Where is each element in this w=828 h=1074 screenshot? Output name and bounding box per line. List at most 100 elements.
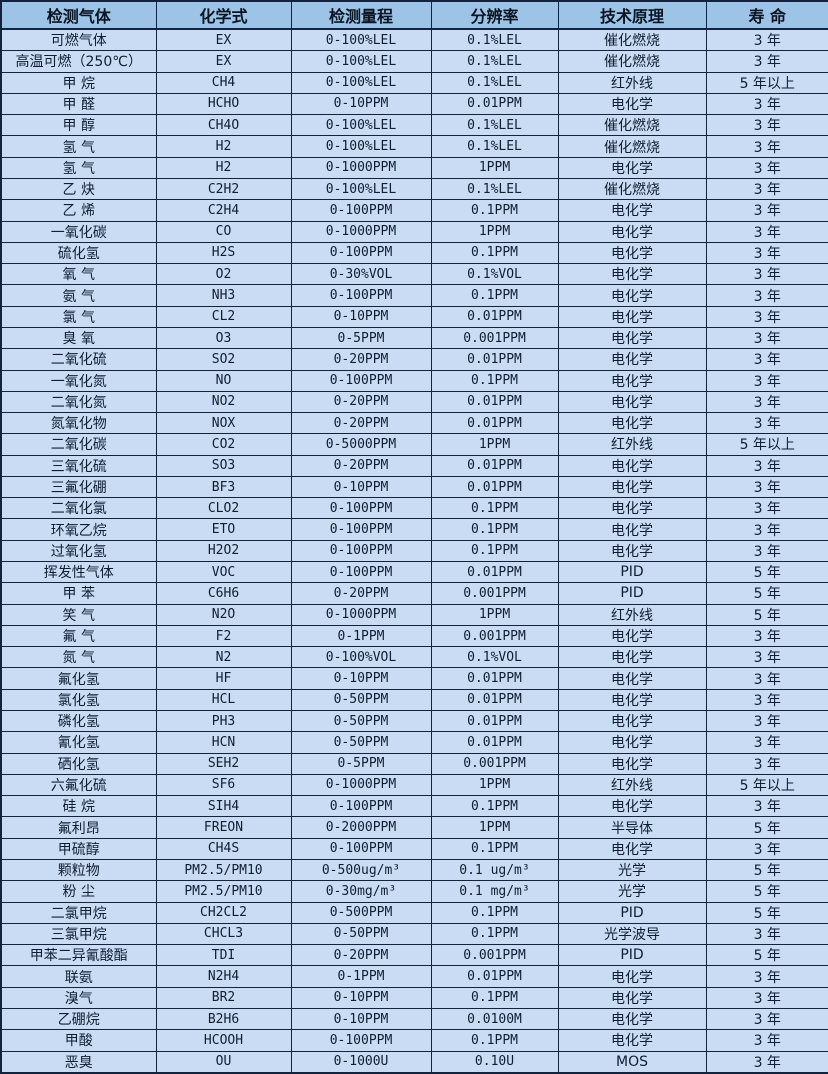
range-cell: 0-100PPM (290, 241, 432, 265)
gas-name-cell: 硅 烷 (0, 795, 157, 818)
resolution-cell: 1PPM (430, 156, 559, 179)
principle-cell: 电化学 (557, 837, 707, 860)
gas-name-cell: 三氯甲烷 (0, 922, 157, 946)
range-cell: 0-20PPM (290, 412, 432, 435)
lifespan-cell: 3 年 (705, 1007, 828, 1031)
principle-cell: 电化学 (557, 475, 707, 499)
table-row: 三氟化硼 BF3 0-10PPM 0.01PPM 电化学 3 年 (0, 475, 828, 499)
formula-cell: SO2 (155, 348, 292, 371)
formula-cell: VOC (155, 561, 292, 584)
gas-name-cell: 氰化氢 (0, 731, 157, 754)
gas-name-cell: 二氧化氯 (0, 497, 157, 520)
lifespan-cell: 3 年 (705, 369, 828, 392)
formula-cell: NH3 (155, 284, 292, 307)
lifespan-cell: 5 年 (705, 944, 828, 967)
resolution-cell: 0.1PPM (430, 369, 559, 392)
resolution-cell: 0.01PPM (430, 688, 559, 712)
principle-cell: 电化学 (557, 986, 707, 1009)
gas-name-cell: 氟 气 (0, 624, 157, 648)
lifespan-cell: 5 年 (705, 880, 828, 903)
table-row: 臭 氧 O3 0-5PPM 0.001PPM 电化学 3 年 (0, 326, 828, 350)
table-row: 甲 醛 HCHO 0-10PPM 0.01PPM 电化学 3 年 (0, 92, 828, 116)
gas-name-cell: 六氟化硫 (0, 773, 157, 797)
resolution-cell: 0.1%VOL (430, 646, 559, 669)
range-cell: 0-100%LEL (290, 71, 432, 94)
resolution-cell: 1PPM (430, 433, 559, 456)
principle-cell: 电化学 (557, 646, 707, 669)
table-row: 粉 尘 PM2.5/PM10 0-30mg/m³ 0.1 mg/m³ 光学 5 年 (0, 880, 828, 903)
gas-name-cell: 甲苯二异氰酸酯 (0, 944, 157, 967)
gas-name-cell: 二氯甲烷 (0, 901, 157, 924)
lifespan-cell: 3 年 (705, 837, 828, 860)
formula-cell: CL2 (155, 305, 292, 328)
table-row: 二氧化氮 NO2 0-20PPM 0.01PPM 电化学 3 年 (0, 390, 828, 414)
principle-cell: 催化燃烧 (557, 50, 707, 73)
gas-name-cell: 氧 气 (0, 263, 157, 286)
range-cell: 0-100%LEL (290, 177, 432, 201)
principle-cell: 光学波导 (557, 922, 707, 946)
table-row: 二氧化碳 CO2 0-5000PPM 1PPM 红外线 5 年以上 (0, 433, 828, 456)
range-cell: 0-100PPM (290, 1029, 432, 1052)
gas-name-cell: 甲 烷 (0, 71, 157, 94)
principle-cell: 电化学 (557, 348, 707, 371)
principle-cell: 光学 (557, 858, 707, 882)
resolution-cell: 0.001PPM (430, 752, 559, 775)
range-cell: 0-1000U (290, 1050, 432, 1074)
resolution-cell: 0.01PPM (430, 390, 559, 414)
table-row: 甲 苯 C6H6 0-20PPM 0.001PPM PID 5 年 (0, 582, 828, 605)
range-cell: 0-50PPM (290, 731, 432, 754)
formula-cell: H2 (155, 135, 292, 158)
lifespan-cell: 3 年 (705, 305, 828, 328)
table-row: 六氟化硫 SF6 0-1000PPM 1PPM 红外线 5 年以上 (0, 773, 828, 797)
gas-name-cell: 颗粒物 (0, 858, 157, 882)
range-cell: 0-500ug/m³ (290, 858, 432, 882)
resolution-cell: 1PPM (430, 603, 559, 626)
principle-cell: 电化学 (557, 369, 707, 392)
lifespan-cell: 3 年 (705, 986, 828, 1009)
formula-cell: HF (155, 667, 292, 690)
range-cell: 0-100%VOL (290, 646, 432, 669)
table-row: 过氧化氢 H2O2 0-100PPM 0.1PPM 电化学 3 年 (0, 539, 828, 563)
principle-cell: 电化学 (557, 667, 707, 690)
range-cell: 0-10PPM (290, 475, 432, 499)
gas-name-cell: 乙硼烷 (0, 1007, 157, 1031)
range-cell: 0-100PPM (290, 837, 432, 860)
range-cell: 0-20PPM (290, 348, 432, 371)
formula-cell: HCOOH (155, 1029, 292, 1052)
formula-cell: H2S (155, 241, 292, 265)
gas-name-cell: 氟化氢 (0, 667, 157, 690)
gas-name-cell: 粉 尘 (0, 880, 157, 903)
range-cell: 0-500PPM (290, 901, 432, 924)
range-cell: 0-30%VOL (290, 263, 432, 286)
formula-cell: N2 (155, 646, 292, 669)
formula-cell: EX (155, 28, 292, 52)
table-row: 二氯甲烷 CH2CL2 0-500PPM 0.1PPM PID 5 年 (0, 901, 828, 924)
principle-cell: 电化学 (557, 624, 707, 648)
formula-cell: PM2.5/PM10 (155, 858, 292, 882)
resolution-cell: 0.001PPM (430, 326, 559, 350)
principle-cell: 电化学 (557, 220, 707, 243)
gas-name-cell: 三氟化硼 (0, 475, 157, 499)
resolution-cell: 0.01PPM (430, 92, 559, 116)
resolution-cell: 0.01PPM (430, 667, 559, 690)
lifespan-cell: 3 年 (705, 624, 828, 648)
principle-cell: 电化学 (557, 241, 707, 265)
table-row: 氟化氢 HF 0-10PPM 0.01PPM 电化学 3 年 (0, 667, 828, 690)
formula-cell: NO2 (155, 390, 292, 414)
principle-cell: 催化燃烧 (557, 135, 707, 158)
lifespan-cell: 3 年 (705, 1029, 828, 1052)
principle-cell: 电化学 (557, 284, 707, 307)
resolution-cell: 0.1PPM (430, 795, 559, 818)
lifespan-cell: 3 年 (705, 390, 828, 414)
resolution-cell: 0.001PPM (430, 624, 559, 648)
range-cell: 0-10PPM (290, 986, 432, 1009)
gas-name-cell: 一氧化氮 (0, 369, 157, 392)
range-cell: 0-5PPM (290, 752, 432, 775)
resolution-cell: 0.01PPM (430, 965, 559, 988)
range-cell: 0-1000PPM (290, 603, 432, 626)
header-cell: 检测气体 (0, 0, 157, 30)
lifespan-cell: 5 年以上 (705, 71, 828, 94)
gas-name-cell: 三氧化硫 (0, 454, 157, 477)
table-row: 溴气 BR2 0-10PPM 0.1PPM 电化学 3 年 (0, 986, 828, 1009)
